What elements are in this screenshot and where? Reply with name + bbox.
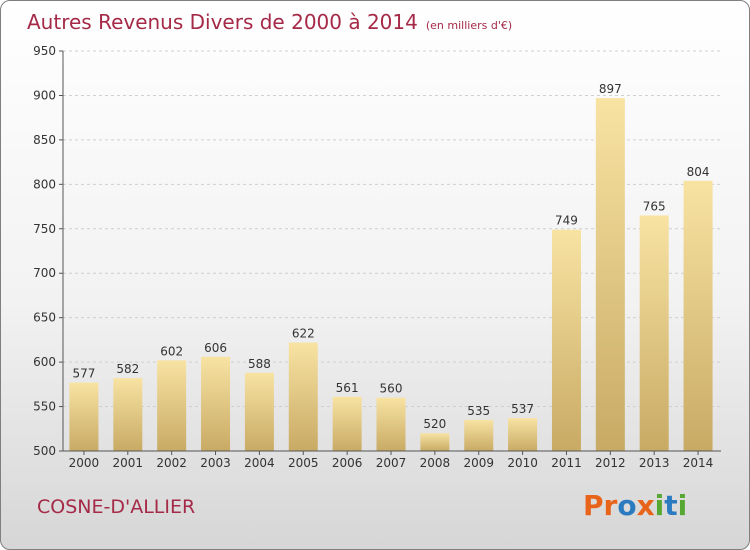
y-tick-label: 600 — [33, 355, 56, 369]
bar — [639, 215, 669, 451]
chart-unit: (en milliers d'€) — [425, 19, 513, 32]
bar — [69, 382, 99, 451]
data-label: 606 — [204, 341, 227, 355]
logo-letter: r — [603, 489, 618, 522]
logo-letter: i — [654, 489, 665, 522]
bar — [683, 180, 713, 451]
x-tick-label: 2014 — [683, 456, 714, 470]
logo-letter: P — [583, 489, 604, 522]
y-tick-label: 750 — [33, 222, 56, 236]
x-tick-label: 2012 — [595, 456, 626, 470]
data-label: 535 — [467, 404, 490, 418]
x-tick-label: 2006 — [332, 456, 363, 470]
bar — [420, 433, 450, 451]
data-label: 765 — [643, 199, 666, 213]
y-tick-label: 850 — [33, 133, 56, 147]
x-tick-label: 2007 — [376, 456, 407, 470]
x-tick-label: 2000 — [69, 456, 100, 470]
logo-letter: o — [617, 489, 637, 522]
data-label: 804 — [687, 165, 710, 179]
bar — [244, 372, 274, 451]
logo-letter: x — [636, 489, 655, 522]
x-tick-label: 2005 — [288, 456, 319, 470]
x-tick-label: 2008 — [420, 456, 451, 470]
bar — [288, 342, 318, 451]
x-tick-label: 2011 — [551, 456, 582, 470]
y-tick-label: 800 — [33, 177, 56, 191]
data-label: 622 — [292, 327, 315, 341]
chart-title-text: Autres Revenus Divers de 2000 à 2014 — [27, 10, 418, 34]
data-label: 582 — [116, 362, 139, 376]
y-tick-label: 900 — [33, 88, 56, 102]
data-label: 520 — [423, 417, 446, 431]
bar — [508, 418, 538, 451]
bar — [201, 356, 231, 451]
proxiti-logo: Proxiti — [583, 489, 687, 522]
data-label: 602 — [160, 344, 183, 358]
logo-letter: i — [677, 489, 688, 522]
y-tick-label: 700 — [33, 266, 56, 280]
bars — [69, 98, 713, 451]
y-tick-label: 950 — [33, 44, 56, 58]
bar — [551, 229, 581, 451]
bar — [113, 378, 143, 451]
x-tick-label: 2010 — [507, 456, 538, 470]
data-label: 749 — [555, 214, 578, 228]
labels: 500 550 600 650 700 750 800 850 900 950 577 2000 582… — [33, 44, 713, 470]
x-tick-label: 2001 — [113, 456, 144, 470]
y-tick-label: 500 — [33, 444, 56, 458]
bar — [595, 98, 625, 451]
logo-letter: t — [664, 489, 678, 522]
axes — [59, 50, 721, 455]
y-tick-label: 550 — [33, 400, 56, 414]
bar — [376, 397, 406, 451]
bar — [464, 419, 494, 451]
data-label: 561 — [336, 381, 359, 395]
data-label: 897 — [599, 82, 622, 96]
data-label: 560 — [380, 382, 403, 396]
data-label: 577 — [72, 367, 95, 381]
x-tick-label: 2009 — [463, 456, 494, 470]
x-tick-label: 2004 — [244, 456, 275, 470]
x-tick-label: 2002 — [156, 456, 187, 470]
data-label: 588 — [248, 357, 271, 371]
x-tick-label: 2013 — [639, 456, 670, 470]
data-label: 537 — [511, 402, 534, 416]
x-tick-label: 2003 — [200, 456, 231, 470]
y-tick-label: 650 — [33, 311, 56, 325]
commune-name: COSNE-D'ALLIER — [37, 496, 196, 518]
chart-title: Autres Revenus Divers de 2000 à 2014 (en … — [27, 10, 512, 34]
bar — [157, 360, 187, 451]
bar — [332, 396, 362, 451]
